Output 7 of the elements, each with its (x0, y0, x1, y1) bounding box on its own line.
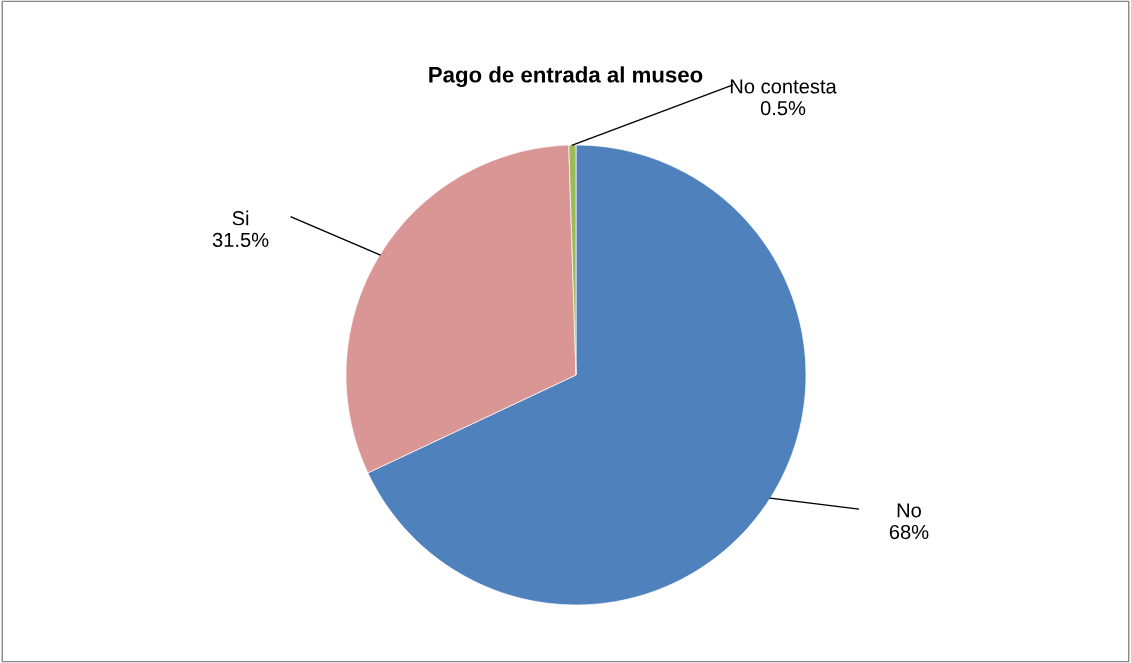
slice-label: No contesta (730, 79, 837, 94)
chart-title: Pago de entrada al museo (429, 66, 703, 88)
slice-label: Si (232, 210, 249, 226)
slice-label: No (897, 503, 921, 518)
data-label: 0.5% (760, 100, 806, 116)
data-label: 68% (889, 524, 929, 540)
data-label: 31.5% (212, 232, 269, 248)
